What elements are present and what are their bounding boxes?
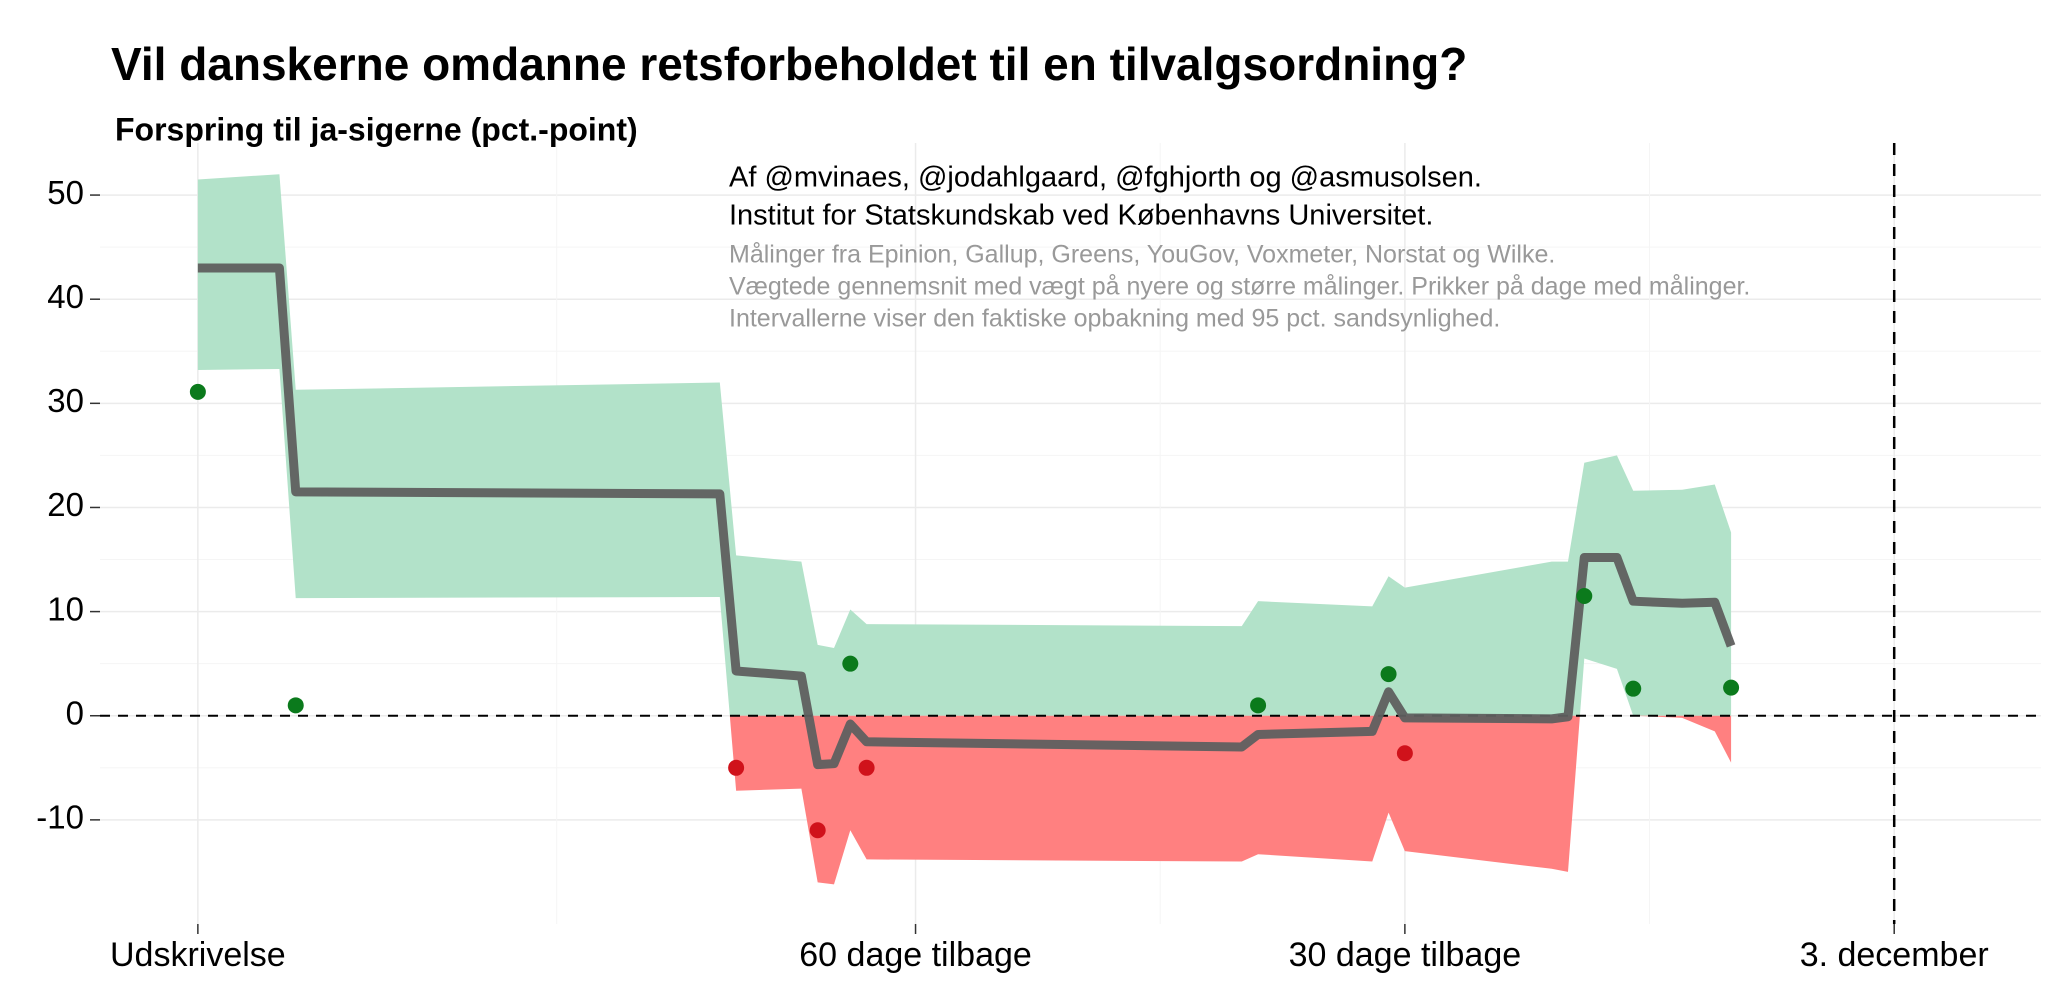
note: Vægtede gennemsnit med vægt på nyere og … [729, 273, 1750, 301]
plot [100, 143, 2041, 924]
poll-point [842, 655, 859, 672]
poll-point [1380, 666, 1397, 683]
poll-point [1396, 745, 1413, 762]
y-tick-label: 50 [47, 174, 84, 211]
poll-point [858, 759, 875, 776]
poll-point [1625, 680, 1642, 697]
poll-point [1250, 697, 1267, 714]
poll-point [809, 822, 826, 839]
interval-band-positive [197, 174, 1732, 716]
poll-point [1576, 587, 1593, 604]
y-tick-label: 20 [47, 486, 84, 523]
note: Målinger fra Epinion, Gallup, Greens, Yo… [729, 241, 1555, 269]
y-tick-label: 10 [47, 590, 84, 627]
y-tick-label: 30 [47, 382, 84, 419]
note: Intervallerne viser den faktiske opbakni… [729, 305, 1500, 333]
bands [197, 174, 1732, 885]
chart-title: Vil danskerne omdanne retsforbeholdet ti… [111, 38, 1467, 90]
x-tick-label: 30 dage tilbage [1289, 936, 1522, 974]
y-tick-label: 0 [66, 694, 84, 731]
mean-line [197, 263, 1736, 770]
interval-band-negative [729, 715, 1732, 885]
x-tick-label: Udskrivelse [110, 936, 286, 974]
poll-point [728, 759, 745, 776]
poll-point [287, 697, 304, 714]
y-tick-label: -10 [36, 799, 84, 836]
annotation: Institut for Statskundskab ved København… [729, 200, 1433, 232]
x-tick-label: 3. december [1800, 936, 1989, 974]
x-tick-label: 60 dage tilbage [799, 936, 1032, 974]
annotation: Af @mvinaes, @jodahlgaard, @fghjorth og … [729, 162, 1482, 194]
y-tick-label: 40 [47, 278, 84, 315]
poll-point [1723, 679, 1740, 696]
poll-point [189, 383, 206, 400]
chart-subtitle: Forspring til ja-sigerne (pct.-point) [115, 111, 638, 147]
